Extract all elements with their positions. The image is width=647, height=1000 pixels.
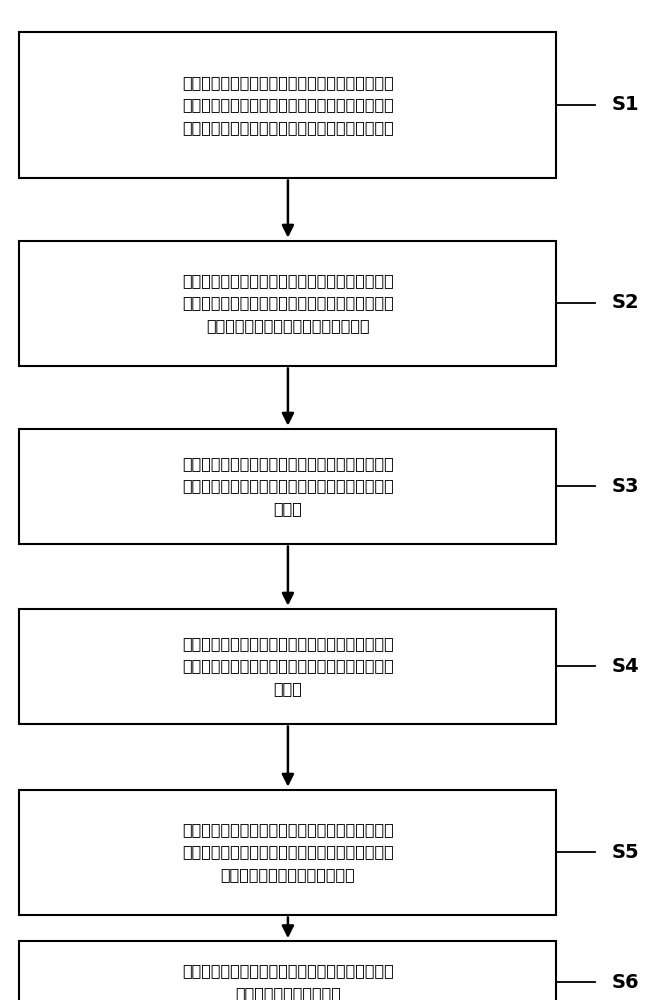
Bar: [19, 32, 556, 178]
Text: 判断一阶误差参数和二阶误差参数的残差是否小于
设定阈值，若是，则结束: 判断一阶误差参数和二阶误差参数的残差是否小于 设定阈值，若是，则结束: [182, 963, 394, 1000]
Bar: [19, 608, 556, 724]
Text: 利用一阶中间参数和一阶误差参数间的关系建立联
立方程，基于所建立的联立方程，求解得到一阶误
差参数: 利用一阶中间参数和一阶误差参数间的关系建立联 立方程，基于所建立的联立方程，求解…: [182, 636, 394, 696]
Text: S1: S1: [611, 96, 639, 114]
Text: S2: S2: [611, 294, 639, 312]
Text: S5: S5: [611, 842, 639, 861]
Text: S3: S3: [611, 477, 639, 495]
Text: 利用一阶误差参数计算得到第个位置的二阶中间参
数，根据二阶中间参数和二阶误差参数间的关系建
立方程，求解得到二阶误差参数: 利用一阶误差参数计算得到第个位置的二阶中间参 数，根据二阶中间参数和二阶误差参数…: [182, 822, 394, 882]
Bar: [19, 790, 556, 914]
Text: 基于采集的数据，获取转动到达第个位置时的瞬间
速度和瞬间天向转角，以及转动完成后在第个位置
静止过程中的实时速度和实时天向转角: 基于采集的数据，获取转动到达第个位置时的瞬间 速度和瞬间天向转角，以及转动完成后…: [182, 273, 394, 333]
Text: S6: S6: [611, 972, 639, 992]
Bar: [19, 240, 556, 365]
Bar: [19, 428, 556, 544]
Bar: [19, 941, 556, 1000]
Text: S4: S4: [611, 656, 639, 676]
Text: 沿惯性测量单元的轴向方向依次转动设定角度，且
相邻两次转动过程间，惯性测量单元静止设定时间
，并采集整个转动过程中惯性测量单元输出的数据: 沿惯性测量单元的轴向方向依次转动设定角度，且 相邻两次转动过程间，惯性测量单元静…: [182, 75, 394, 135]
Text: 基于获取的瞬间速度、瞬间天向转角、实时速度和
实时天向转角，进行拟合，得到第个位置的一阶中
间参数: 基于获取的瞬间速度、瞬间天向转角、实时速度和 实时天向转角，进行拟合，得到第个位…: [182, 456, 394, 516]
